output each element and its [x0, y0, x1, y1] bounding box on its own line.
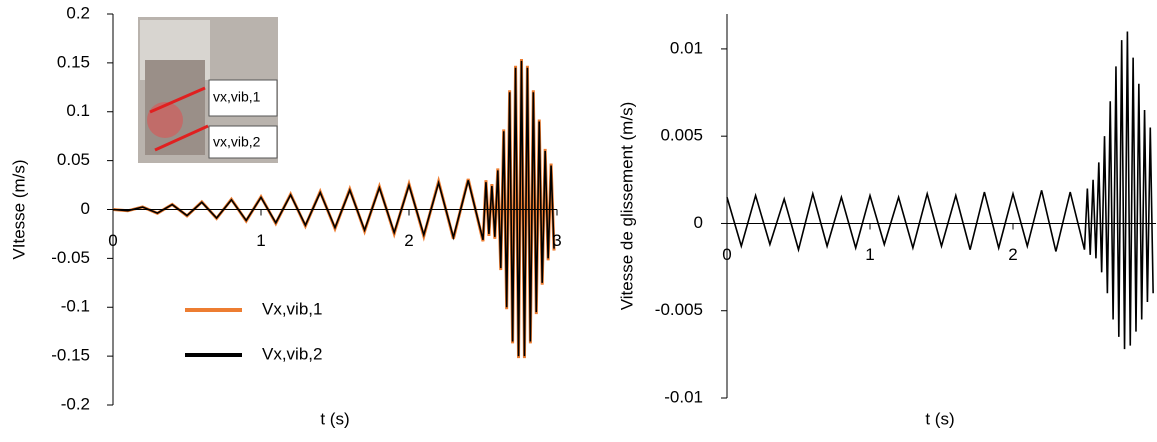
y-tick-label: -0.2: [61, 394, 90, 413]
x-tick-label: 2: [1008, 245, 1017, 264]
x-tick-label: 1: [865, 245, 874, 264]
x-tick-label: 1: [256, 231, 265, 250]
x-tick-label: 3: [552, 231, 561, 250]
y-tick-label: 0.1: [66, 101, 90, 120]
annotation: vx,vib,2: [213, 134, 261, 150]
y-tick-label: 0.2: [66, 3, 90, 22]
y-tick-label: 0.01: [670, 38, 703, 57]
label-box: [208, 79, 278, 117]
y-tick-label: -0.1: [61, 297, 90, 316]
y-tick-label: 0.15: [57, 52, 90, 71]
x-tick-label: 2: [404, 231, 413, 250]
x-tick-label: 0: [108, 231, 117, 250]
annotation: vx,vib,1: [213, 89, 261, 105]
y-tick-label: -0.05: [51, 248, 90, 267]
y-tick-label: 0: [694, 213, 703, 232]
x-tick-label: 0: [722, 245, 731, 264]
y-tick-label: -0.15: [51, 346, 90, 365]
y-tick-label: 0.005: [660, 126, 703, 145]
y-tick-label: -0.01: [664, 387, 703, 406]
y-axis-title: Vitesse de glissement (m/s): [617, 102, 636, 310]
data-line: [112, 60, 555, 357]
photo-laser: [147, 102, 183, 138]
label-box: [208, 125, 278, 159]
arrow: [154, 124, 209, 152]
inset-photo: [138, 17, 278, 163]
data-line: [726, 31, 1154, 350]
x-axis-title: t (s): [925, 409, 954, 428]
legend-label: Vx,vib,2: [262, 344, 322, 363]
y-tick-label: 0: [81, 199, 90, 218]
y-tick-label: 0.05: [57, 150, 90, 169]
x-axis-title: t (s): [320, 409, 349, 428]
y-tick-label: -0.005: [655, 300, 703, 319]
arrow: [149, 86, 206, 114]
legend-label: Vx,vib,1: [262, 299, 322, 318]
y-axis-title: VItesse (m/s): [9, 159, 28, 259]
